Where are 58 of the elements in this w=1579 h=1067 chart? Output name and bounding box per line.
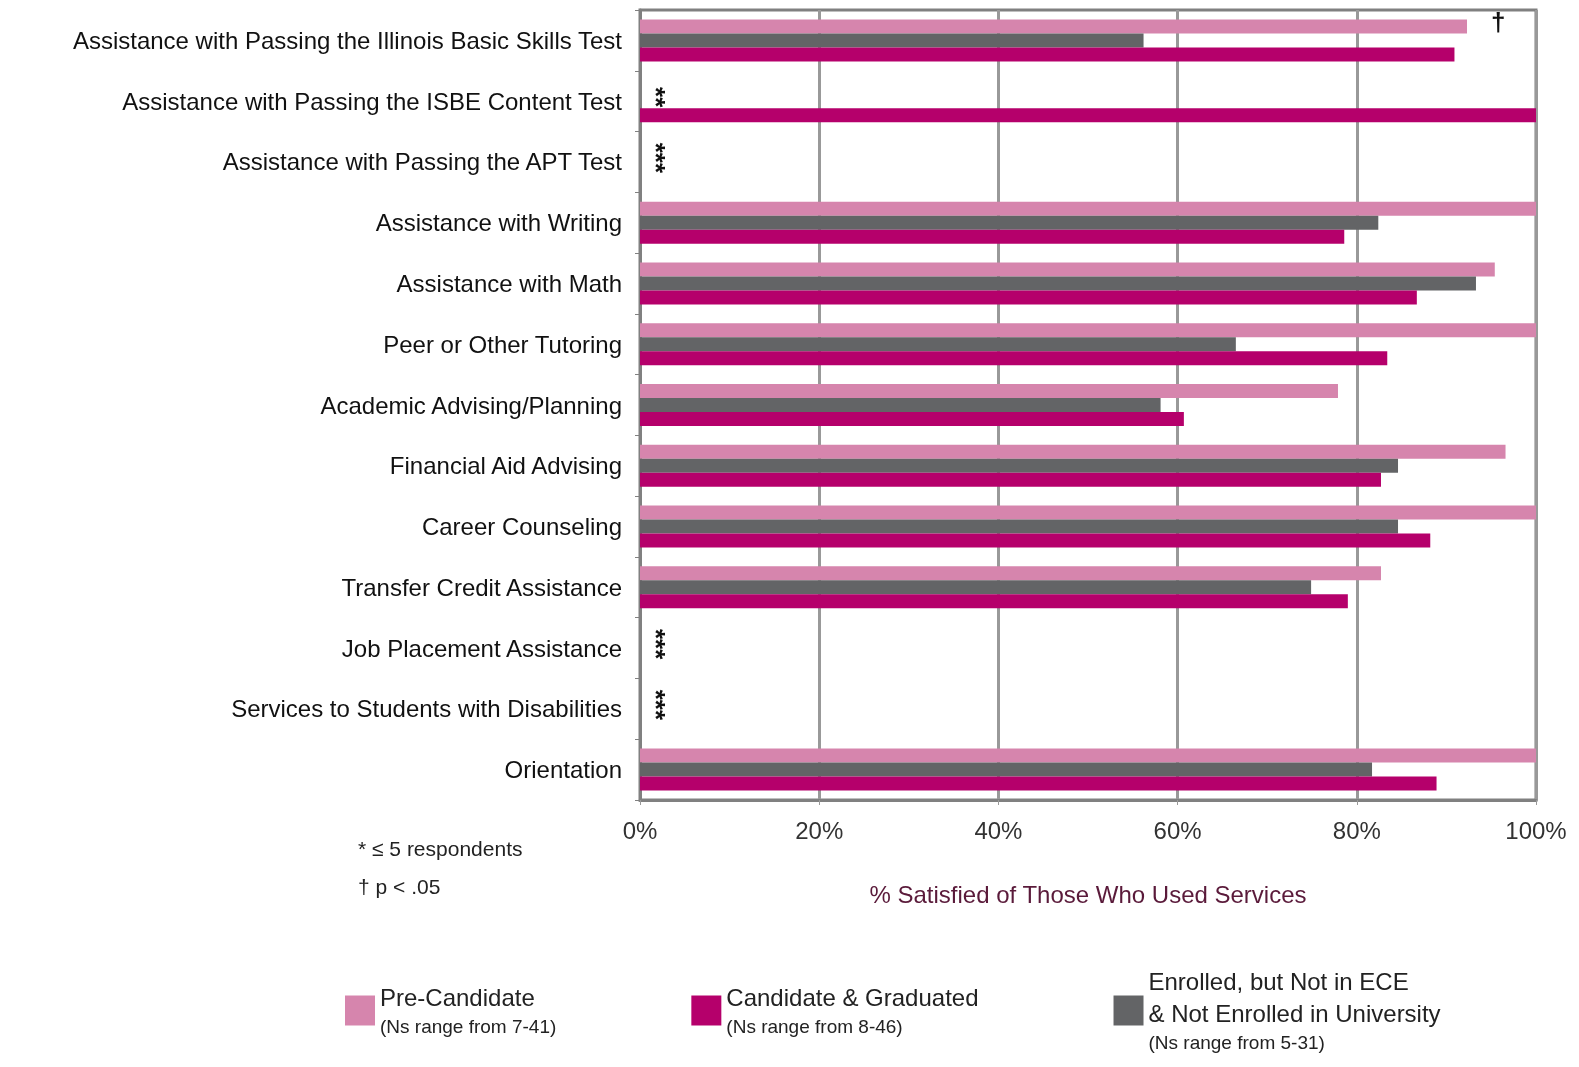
bar	[640, 351, 1388, 366]
annotation: **	[641, 87, 671, 109]
bar	[640, 33, 1144, 48]
y-tick-label: Job Placement Assistance	[341, 634, 622, 662]
x-tick-label: 40%	[974, 816, 1023, 844]
bar	[640, 580, 1312, 595]
annotation: ***	[641, 689, 671, 721]
y-tick-label: Assistance with Writing	[375, 209, 622, 237]
y-tick-label: Orientation	[504, 756, 622, 784]
bar	[640, 505, 1536, 520]
y-tick-label: Peer or Other Tutoring	[383, 330, 622, 358]
x-tick-label: 60%	[1153, 816, 1202, 844]
bar	[640, 566, 1381, 581]
bar	[640, 276, 1476, 291]
x-tick-label: 80%	[1332, 816, 1381, 844]
bar	[640, 337, 1236, 352]
bar	[640, 215, 1379, 230]
bar	[640, 108, 1536, 123]
bar	[640, 748, 1536, 763]
bar	[640, 458, 1399, 473]
bar	[640, 398, 1161, 412]
annotation: ***	[641, 142, 671, 174]
y-tick-label: Assistance with Passing the APT Test	[222, 148, 623, 176]
bar	[640, 533, 1431, 548]
bar	[640, 290, 1417, 305]
bar	[640, 47, 1455, 62]
bar	[640, 472, 1381, 487]
annotation: †	[1491, 7, 1506, 38]
bar	[640, 384, 1338, 398]
bar	[640, 762, 1373, 777]
legend-label: Enrolled, but Not in ECE & Not Enrolled in University (Ns range from 5-31)	[1148, 968, 1441, 1053]
bar	[640, 444, 1506, 459]
bar	[640, 201, 1536, 216]
x-tick-label: 100%	[1505, 816, 1567, 844]
legend-label: Candidate & Graduated (Ns range from 8-46)	[726, 984, 979, 1037]
y-tick-label: Assistance with Passing the ISBE Content Test	[122, 87, 623, 115]
text: † p < .05	[358, 875, 441, 898]
y-tick-label: Assistance with Math	[396, 269, 622, 297]
legend-label: Pre-Candidate (Ns range from 7-41)	[380, 984, 557, 1037]
y-tick-label: Assistance with Passing the Illinois Basic Skills Test	[72, 26, 623, 54]
bar	[640, 19, 1468, 34]
bar	[640, 323, 1536, 338]
bar	[640, 412, 1184, 426]
bar	[640, 594, 1348, 609]
annotation: ***	[641, 628, 671, 661]
x-axis-title: % Satisfied of Those Who Used Services	[869, 880, 1307, 908]
bar	[640, 519, 1399, 534]
y-tick-label: Career Counseling	[421, 513, 622, 541]
x-tick-label: 20%	[795, 816, 844, 844]
bar	[640, 776, 1437, 791]
y-tick-label: Financial Aid Advising	[389, 452, 622, 480]
text: * ≤ 5 respondents	[358, 837, 523, 860]
y-tick-label: Transfer Credit Assistance	[341, 573, 622, 601]
y-tick-label: Services to Students with Disabilities	[231, 695, 622, 723]
bar	[640, 262, 1495, 277]
x-tick-label: 0%	[622, 816, 658, 844]
bar	[640, 229, 1345, 244]
y-tick-label: Academic Advising/Planning	[320, 391, 622, 419]
